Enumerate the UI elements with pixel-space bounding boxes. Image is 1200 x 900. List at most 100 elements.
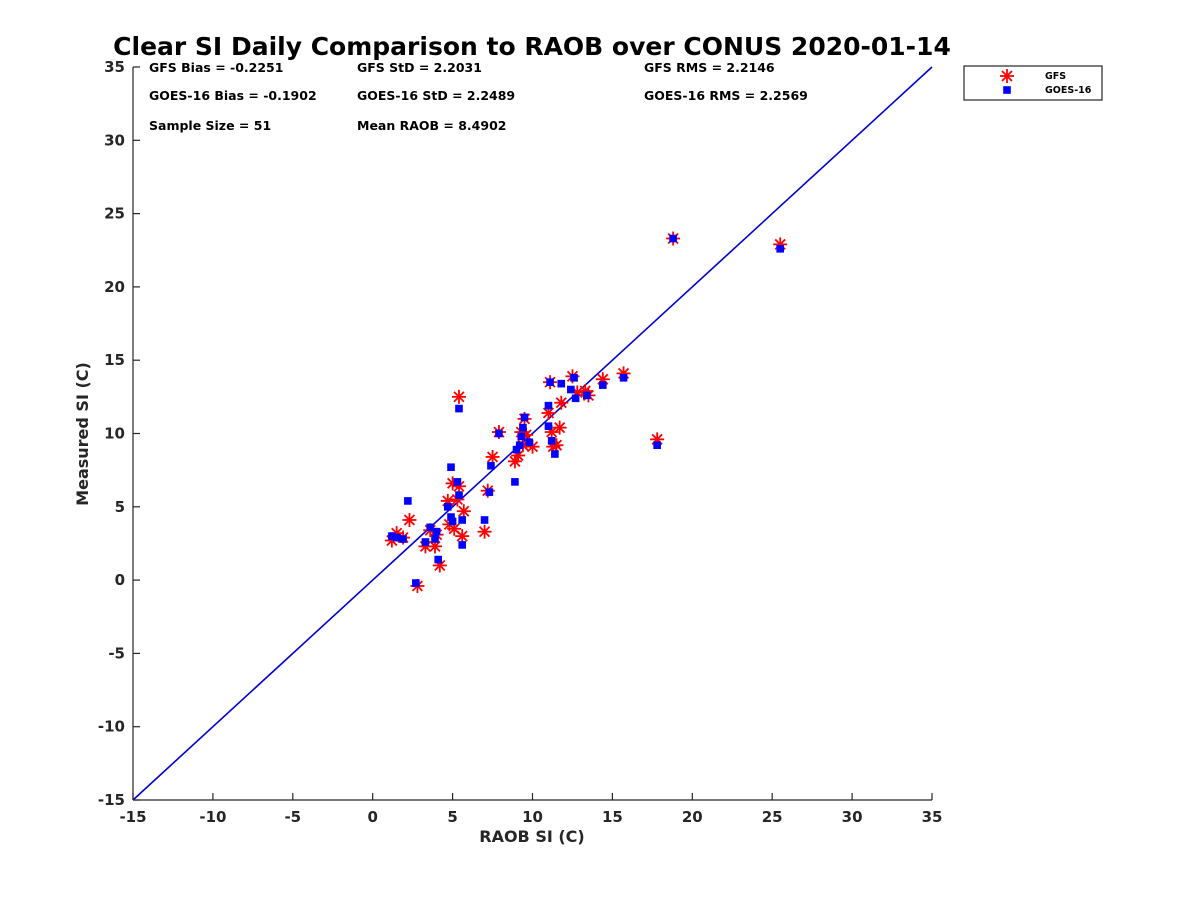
y-tick-label: 15 xyxy=(104,351,125,369)
goes-16-point xyxy=(388,532,396,540)
x-tick-label: 15 xyxy=(602,808,623,826)
x-tick-label: 10 xyxy=(522,808,543,826)
goes-16-point xyxy=(669,234,677,243)
goes-16-point xyxy=(551,450,559,458)
goes-16-point xyxy=(458,541,466,549)
y-tick-label: 10 xyxy=(104,425,125,443)
goes-16-point xyxy=(544,401,553,410)
goes-16-point xyxy=(421,538,430,546)
goes-16-point xyxy=(544,422,553,430)
mean-raob-text: Mean RAOB = 8.4902 xyxy=(357,118,506,133)
x-tick-label: 30 xyxy=(842,808,863,826)
legend-gfs-label: GFS xyxy=(1045,71,1066,82)
goes-16-point xyxy=(495,429,503,438)
goes-16-point xyxy=(567,385,575,394)
goes-16-point xyxy=(455,491,463,499)
gfs-bias-text: GFS Bias = -0.2251 xyxy=(149,60,283,75)
gfs-point xyxy=(402,512,417,527)
goes-16-point xyxy=(458,516,466,524)
y-axis-label: Measured SI (C) xyxy=(73,362,92,506)
goes-16-point xyxy=(547,437,556,445)
goes-16-point xyxy=(583,391,591,400)
gfs-point xyxy=(477,524,492,539)
x-axis-label: RAOB SI (C) xyxy=(479,827,584,846)
goes-16-point xyxy=(404,497,412,505)
legend-goes-16-marker xyxy=(1003,86,1011,94)
y-axis-ticks: -15 -10 -5 0 5 10 15 20 25 30 35 xyxy=(98,58,140,809)
goes-16-point xyxy=(546,378,554,386)
goes-16-point xyxy=(480,516,489,524)
identity-line xyxy=(132,66,933,801)
goes-16-point xyxy=(525,438,534,447)
goes-16-point xyxy=(512,445,521,454)
goes-16-point xyxy=(485,488,494,496)
goes-16-point xyxy=(515,441,524,450)
gfs-point xyxy=(428,539,443,554)
goes-16-point xyxy=(619,373,628,382)
x-tick-label: -5 xyxy=(284,808,301,826)
x-tick-label: 5 xyxy=(447,808,457,826)
goes-16-point xyxy=(511,478,519,486)
goes-16-point xyxy=(519,423,527,432)
legend-gfs-asterisk xyxy=(1000,69,1014,83)
gfs-series xyxy=(384,231,788,593)
goes-bias-text: GOES-16 Bias = -0.1902 xyxy=(149,88,317,103)
x-tick-label: -15 xyxy=(119,808,146,826)
plot-area: -15 -10 -5 0 5 10 15 20 25 30 35 -15 -10 -5 0 5 10 15 20 2… xyxy=(98,58,943,826)
legend-goes-16-square xyxy=(1003,86,1011,94)
sample-size-text: Sample Size = 51 xyxy=(149,118,271,133)
goes-16-point xyxy=(448,517,457,526)
goes-std-text: GOES-16 StD = 2.2489 xyxy=(357,88,515,103)
goes-16-series xyxy=(388,234,784,587)
y-tick-label: 5 xyxy=(115,498,125,516)
y-tick-label: -5 xyxy=(108,644,125,662)
legend-goes-16-label: GOES-16 xyxy=(1045,85,1092,96)
goes-16-point xyxy=(447,513,455,521)
goes-16-point xyxy=(399,535,407,543)
gfs-point xyxy=(549,438,564,453)
y-tick-label: 20 xyxy=(104,278,125,296)
goes-16-point xyxy=(520,413,529,422)
y-tick-label: -10 xyxy=(98,718,125,736)
x-tick-label: -10 xyxy=(199,808,226,826)
gfs-point xyxy=(552,420,567,435)
gfs-std-text: GFS StD = 2.2031 xyxy=(357,60,482,75)
goes-16-point xyxy=(517,432,526,441)
gfs-point xyxy=(485,449,500,464)
legend-gfs-marker xyxy=(1000,69,1014,83)
y-tick-label: -15 xyxy=(98,791,125,809)
goes-16-point xyxy=(653,441,661,450)
x-tick-label: 20 xyxy=(682,808,703,826)
gfs-point xyxy=(456,504,471,519)
goes-16-point xyxy=(431,535,439,543)
legend-box xyxy=(963,65,1103,101)
y-tick-label: 0 xyxy=(115,571,125,589)
gfs-rms-text: GFS RMS = 2.2146 xyxy=(644,60,775,75)
goes-16-point xyxy=(570,373,578,382)
goes-16-point xyxy=(455,404,463,413)
legend: GFS GOES-16 xyxy=(963,65,1103,101)
x-tick-label: 35 xyxy=(922,808,943,826)
gfs-point xyxy=(455,529,470,544)
goes-16-point xyxy=(776,244,784,253)
x-tick-label: 25 xyxy=(762,808,783,826)
goes-16-point xyxy=(453,478,462,486)
goes-16-point xyxy=(557,379,566,388)
goes-16-point xyxy=(447,463,455,472)
x-tick-label: 0 xyxy=(367,808,377,826)
y-tick-label: 30 xyxy=(104,131,125,149)
gfs-point xyxy=(554,395,569,410)
goes-rms-text: GOES-16 RMS = 2.2569 xyxy=(644,88,808,103)
goes-16-point xyxy=(434,555,443,564)
goes-16-point xyxy=(444,503,452,511)
goes-16-point xyxy=(487,461,495,470)
goes-16-point xyxy=(571,394,580,403)
goes-16-point xyxy=(412,579,420,587)
x-axis-ticks: -15 -10 -5 0 5 10 15 20 25 30 35 xyxy=(119,793,942,826)
y-tick-label: 35 xyxy=(104,58,125,76)
goes-16-point xyxy=(599,381,607,389)
goes-16-point xyxy=(392,533,401,542)
gfs-point xyxy=(451,389,466,404)
goes-16-point xyxy=(432,527,441,536)
